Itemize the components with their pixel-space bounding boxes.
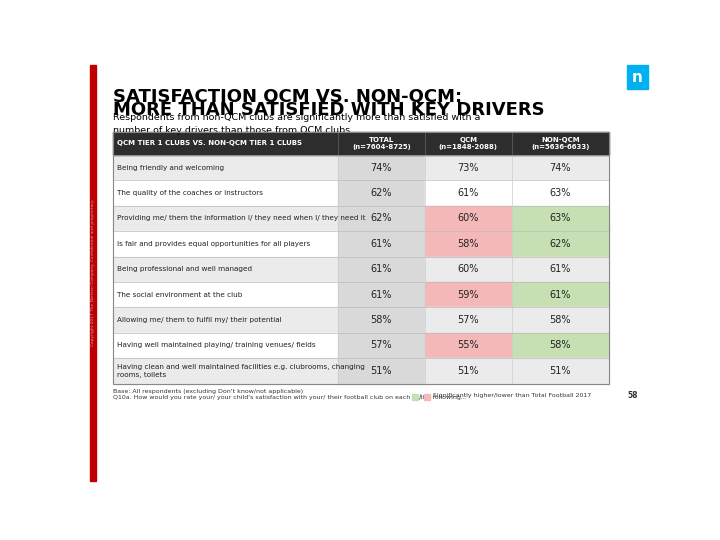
Bar <box>412 394 418 400</box>
Text: 61%: 61% <box>457 188 479 198</box>
Bar <box>338 358 425 383</box>
Bar <box>113 132 609 383</box>
Text: Copyright 2017 The Nielsen Company. Confidential and proprietary.: Copyright 2017 The Nielsen Company. Conf… <box>91 199 95 346</box>
Bar <box>338 307 425 333</box>
Bar <box>113 282 338 307</box>
Text: 61%: 61% <box>550 264 571 274</box>
Bar <box>425 282 512 307</box>
Text: 60%: 60% <box>457 213 479 224</box>
Text: TOTAL
(n=7604-8725): TOTAL (n=7604-8725) <box>352 137 411 150</box>
Bar <box>512 282 609 307</box>
Text: n: n <box>632 70 643 85</box>
Text: 58%: 58% <box>549 340 571 350</box>
Text: Providing me/ them the information I/ they need when I/ they need it: Providing me/ them the information I/ th… <box>117 215 366 221</box>
Bar <box>425 256 512 282</box>
Bar <box>425 333 512 358</box>
Bar <box>338 155 425 180</box>
Bar <box>512 333 609 358</box>
Bar <box>113 358 338 383</box>
Text: 74%: 74% <box>371 163 392 173</box>
Text: NON-QCM
(n=5636-6633): NON-QCM (n=5636-6633) <box>531 137 590 150</box>
Bar <box>113 132 609 155</box>
Bar <box>425 307 512 333</box>
Text: 61%: 61% <box>371 264 392 274</box>
Bar <box>113 256 338 282</box>
Text: 62%: 62% <box>549 239 571 249</box>
Bar <box>512 206 609 231</box>
Bar <box>627 65 648 90</box>
Text: Having clean and well maintained facilities e.g. clubrooms, changing
rooms, toil: Having clean and well maintained facilit… <box>117 364 365 377</box>
Text: 58%: 58% <box>549 315 571 325</box>
Text: Being friendly and welcoming: Being friendly and welcoming <box>117 165 224 171</box>
Bar <box>512 180 609 206</box>
Bar <box>113 231 338 256</box>
Text: 55%: 55% <box>457 340 479 350</box>
Bar <box>113 206 338 231</box>
Text: Having well maintained playing/ training venues/ fields: Having well maintained playing/ training… <box>117 342 316 348</box>
Text: 58%: 58% <box>457 239 479 249</box>
Bar <box>512 256 609 282</box>
Bar <box>512 155 609 180</box>
Bar <box>113 180 338 206</box>
Text: Is fair and provides equal opportunities for all players: Is fair and provides equal opportunities… <box>117 241 310 247</box>
Text: 57%: 57% <box>457 315 479 325</box>
Text: Significantly higher/lower than Total Football 2017: Significantly higher/lower than Total Fo… <box>433 394 592 399</box>
Text: The quality of the coaches or instructors: The quality of the coaches or instructor… <box>117 190 263 196</box>
Bar <box>424 394 431 400</box>
Bar <box>338 256 425 282</box>
Bar <box>425 231 512 256</box>
Text: 51%: 51% <box>457 366 479 376</box>
Text: 57%: 57% <box>371 340 392 350</box>
Text: 63%: 63% <box>550 213 571 224</box>
Text: 63%: 63% <box>550 188 571 198</box>
Text: QCM TIER 1 CLUBS VS. NON-QCM TIER 1 CLUBS: QCM TIER 1 CLUBS VS. NON-QCM TIER 1 CLUB… <box>117 140 302 146</box>
Text: Allowing me/ them to fulfil my/ their potential: Allowing me/ them to fulfil my/ their po… <box>117 317 282 323</box>
Text: SATISFACTION QCM VS. NON-QCM:: SATISFACTION QCM VS. NON-QCM: <box>113 88 462 106</box>
Text: 74%: 74% <box>549 163 571 173</box>
Bar <box>425 155 512 180</box>
Text: 73%: 73% <box>457 163 479 173</box>
Bar <box>512 358 609 383</box>
Text: 51%: 51% <box>549 366 571 376</box>
Bar <box>338 333 425 358</box>
Bar <box>113 333 338 358</box>
Bar <box>338 180 425 206</box>
Bar <box>338 282 425 307</box>
Text: 58%: 58% <box>371 315 392 325</box>
Text: 60%: 60% <box>457 264 479 274</box>
Bar <box>90 65 96 481</box>
Bar <box>512 307 609 333</box>
Bar <box>425 206 512 231</box>
Text: MORE THAN SATISFIED WITH KEY DRIVERS: MORE THAN SATISFIED WITH KEY DRIVERS <box>113 101 545 119</box>
Text: Base: All respondents (excluding Don't know/not applicable): Base: All respondents (excluding Don't k… <box>113 389 303 394</box>
Bar <box>338 231 425 256</box>
Text: /: / <box>418 394 421 400</box>
Bar <box>512 231 609 256</box>
Text: QCM
(n=1848-2088): QCM (n=1848-2088) <box>438 137 498 150</box>
Text: 51%: 51% <box>371 366 392 376</box>
Text: 62%: 62% <box>371 213 392 224</box>
Text: 61%: 61% <box>550 289 571 300</box>
Bar <box>113 307 338 333</box>
Text: The social environment at the club: The social environment at the club <box>117 292 243 298</box>
Bar <box>113 155 338 180</box>
Bar <box>338 206 425 231</box>
Text: Respondents from non-QCM clubs are significantly more than satisfied with a
numb: Respondents from non-QCM clubs are signi… <box>113 113 481 135</box>
Bar <box>425 180 512 206</box>
Text: 61%: 61% <box>371 239 392 249</box>
Bar <box>425 358 512 383</box>
Text: Q10a. How would you rate your/ your child's satisfaction with your/ their footba: Q10a. How would you rate your/ your chil… <box>113 395 467 400</box>
Text: 58: 58 <box>627 392 638 400</box>
Text: 61%: 61% <box>371 289 392 300</box>
Text: 59%: 59% <box>457 289 479 300</box>
Text: Being professional and well managed: Being professional and well managed <box>117 266 252 272</box>
Text: 62%: 62% <box>371 188 392 198</box>
